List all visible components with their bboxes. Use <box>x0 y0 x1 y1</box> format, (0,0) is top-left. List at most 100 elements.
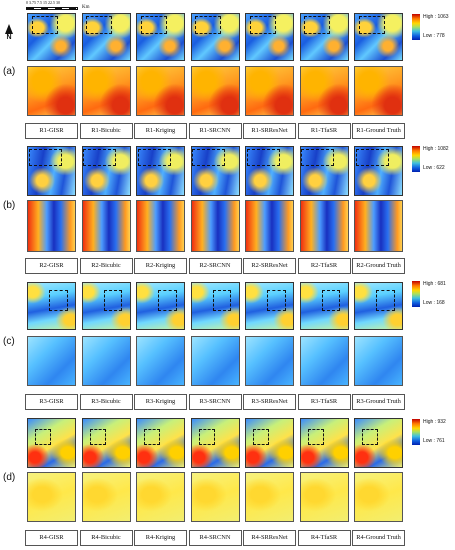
zoomed-map-image <box>300 337 348 385</box>
map-tile <box>136 13 185 61</box>
zoomed-map-image <box>137 67 184 115</box>
zoom-region-marker <box>212 289 232 311</box>
tile-caption: R4-SRCNN <box>188 530 242 546</box>
tile-caption: R4-Bicubic <box>79 530 133 546</box>
color-ramp <box>412 281 420 307</box>
map-tile <box>354 13 403 61</box>
map-tile <box>81 418 131 468</box>
elevation-map-image <box>246 14 293 60</box>
zoomed-map-image <box>246 201 293 251</box>
zoom-region-marker <box>158 289 177 311</box>
zoomed-tile <box>136 336 185 386</box>
legend-high-label: High : 1082 <box>423 146 449 152</box>
zoomed-map-image <box>300 473 348 521</box>
zoomed-map-image <box>28 473 75 521</box>
zoomed-tile <box>299 66 349 116</box>
map-tile <box>190 13 240 61</box>
zoom-region-marker <box>362 428 379 446</box>
zoomed-tile <box>81 66 131 116</box>
legend-high-label: High : 1063 <box>423 14 449 20</box>
zoomed-map-image <box>355 337 402 385</box>
map-tile <box>27 418 76 468</box>
legend-low-label: Low : 168 <box>423 300 445 306</box>
zoomed-map-image <box>191 67 239 115</box>
north-arrow-label: N <box>6 34 12 41</box>
tile-caption: R2-Kriging <box>134 258 187 274</box>
panel-label: (a) <box>3 66 16 77</box>
map-tile <box>27 146 76 196</box>
zoom-region-marker <box>249 16 276 34</box>
elevation-map-image <box>191 147 239 195</box>
zoom-region-marker <box>49 289 68 311</box>
elevation-map-image <box>137 147 184 195</box>
zoomed-map-image <box>28 67 75 115</box>
zoomed-map-image <box>246 473 293 521</box>
panel-label: (c) <box>3 336 15 347</box>
zoomed-tile <box>354 66 403 116</box>
zoomed-map-image <box>82 473 130 521</box>
tile-caption: R1-Ground Truth <box>352 123 405 139</box>
tile-caption: R2-SRCNN <box>188 258 242 274</box>
map-tile <box>81 146 131 196</box>
map-tile <box>354 418 403 468</box>
north-arrow-icon <box>5 24 13 34</box>
zoomed-tile <box>27 66 76 116</box>
zoomed-map-image <box>28 337 75 385</box>
scale-bar-ticks: 0 3.75 7.5 15 22.5 30 <box>26 0 60 5</box>
zoom-region-marker <box>192 149 226 167</box>
zoomed-map-image <box>300 201 348 251</box>
map-tile <box>136 146 185 196</box>
zoomed-map-image <box>191 201 239 251</box>
map-tile <box>27 282 76 330</box>
zoomed-tile <box>299 336 349 386</box>
legend-low-label: Low : 778 <box>423 33 445 39</box>
zoom-region-marker <box>28 149 62 167</box>
zoom-region-marker <box>198 428 215 446</box>
tile-caption: R4-TfaSR <box>297 530 351 546</box>
map-tile <box>190 418 240 468</box>
zoomed-tile <box>27 200 76 252</box>
tile-caption: R1-SRResNet <box>243 123 296 139</box>
map-tile <box>81 282 131 330</box>
zoom-region-marker <box>307 428 324 446</box>
map-tile <box>136 282 185 330</box>
tile-caption: R4-Kriging <box>134 530 187 546</box>
color-ramp <box>412 419 420 445</box>
zoomed-map-image <box>137 337 184 385</box>
zoom-region-marker <box>83 149 117 167</box>
zoom-region-marker <box>144 428 161 446</box>
color-ramp <box>412 14 420 40</box>
zoom-region-marker <box>321 289 341 311</box>
zoomed-tile <box>27 472 76 522</box>
north-arrow: N <box>4 24 14 46</box>
zoom-region-marker <box>267 289 286 311</box>
zoomed-map-image <box>137 201 184 251</box>
elevation-map-image <box>82 14 130 60</box>
zoomed-map-image <box>355 67 402 115</box>
legend-high-label: High : 681 <box>423 281 446 287</box>
zoomed-tile <box>190 200 240 252</box>
color-legend: High : 681 Low : 168 <box>412 280 450 308</box>
zoomed-map-image <box>246 67 293 115</box>
zoomed-map-image <box>355 201 402 251</box>
tile-caption: R1-Kriging <box>134 123 187 139</box>
tile-caption: R2-Bicubic <box>79 258 133 274</box>
zoomed-tile <box>354 336 403 386</box>
color-legend: High : 1063 Low : 778 <box>412 13 450 41</box>
zoomed-map-image <box>191 473 239 521</box>
zoomed-tile <box>245 472 294 522</box>
zoomed-tile <box>81 472 131 522</box>
tile-caption: R3-GISR <box>25 394 78 410</box>
zoomed-tile <box>190 336 240 386</box>
zoomed-tile <box>354 472 403 522</box>
legend-low-label: Low : 622 <box>423 165 445 171</box>
zoomed-tile <box>190 66 240 116</box>
zoomed-tile <box>136 66 185 116</box>
map-tile <box>190 146 240 196</box>
color-ramp <box>412 146 420 172</box>
map-tile <box>27 13 76 61</box>
elevation-map-image <box>355 14 402 60</box>
zoom-region-marker <box>86 16 113 34</box>
elevation-map-image <box>28 14 75 60</box>
elevation-map-image <box>137 14 184 60</box>
